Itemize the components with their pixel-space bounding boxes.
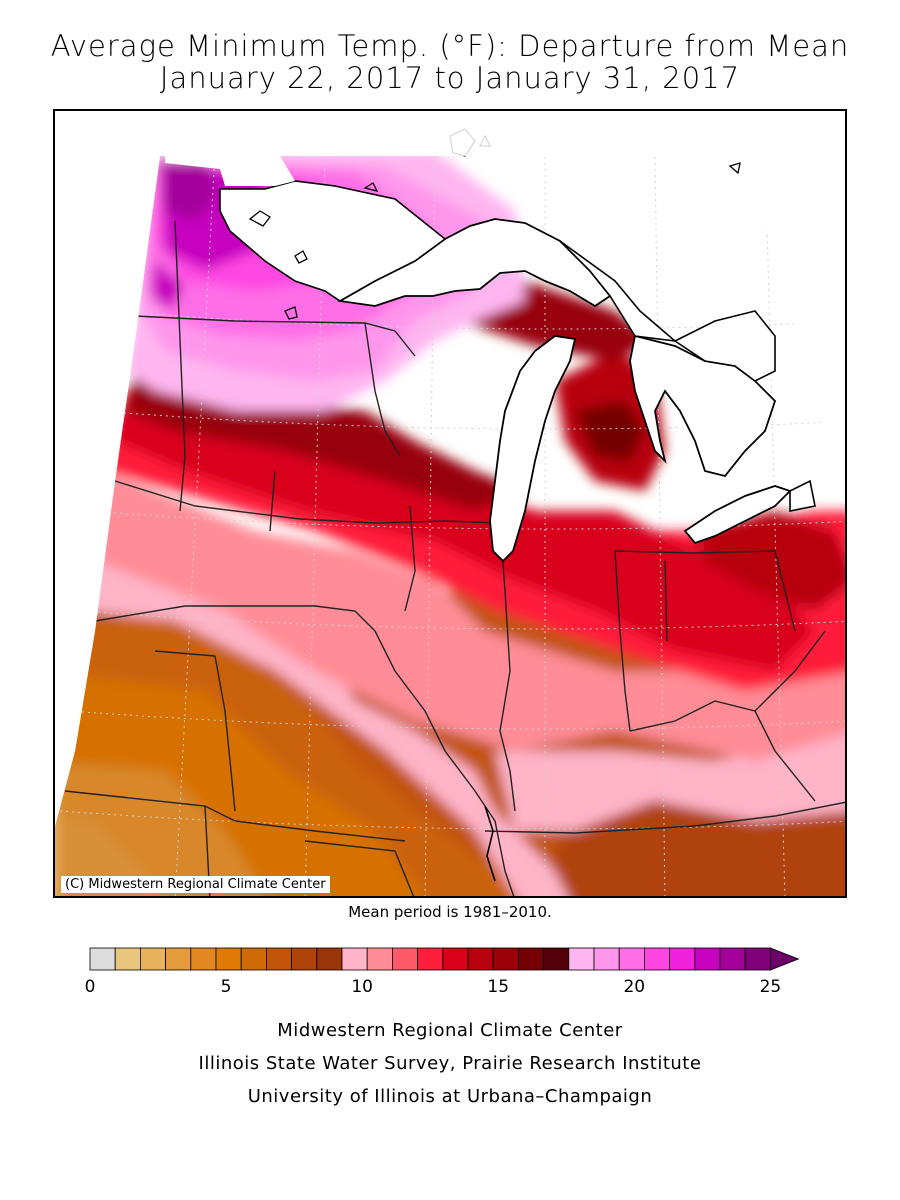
great-lakes (337, 218, 792, 563)
legend-tick-label: 20 (623, 977, 645, 997)
legend-swatch (744, 947, 771, 971)
legend-swatch (543, 947, 570, 971)
legend-swatch (341, 947, 368, 971)
legend-swatch (165, 947, 192, 971)
map-panel: (C) Midwestern Regional Climate Center (53, 109, 847, 898)
legend-swatch (467, 947, 494, 971)
credit-university: University of Illinois at Urbana–Champai… (247, 1086, 653, 1107)
canada-white-nw (165, 156, 295, 186)
legend-swatch (215, 947, 242, 971)
legend-swatch (265, 947, 292, 971)
legend-swatch (366, 947, 393, 971)
legend-swatch (694, 947, 721, 971)
out-of-domain-north (160, 111, 745, 156)
temperature-departure-map (55, 111, 845, 896)
lake-erie (683, 485, 792, 545)
legend-swatch (719, 947, 746, 971)
legend-swatch (644, 947, 671, 971)
lake-michigan (489, 335, 577, 563)
legend-swatch (593, 947, 620, 971)
legend-swatch (190, 947, 217, 971)
state-boundaries (64, 220, 845, 896)
legend-swatch (417, 947, 444, 971)
legend-swatch (669, 947, 696, 971)
color-legend: 0 5 10 15 20 25 (85, 947, 800, 997)
legend-swatch (618, 947, 645, 971)
legend-tick-label: 0 (85, 977, 95, 997)
map-date-range: January 22, 2017 to January 31, 2017 (159, 61, 741, 95)
river-line (484, 805, 496, 882)
shaded-field (55, 156, 845, 896)
legend-swatch (492, 947, 519, 971)
legend-swatch (442, 947, 469, 971)
map-title: Average Minimum Temp. (°F): Departure fr… (50, 29, 850, 63)
legend-swatch (140, 947, 167, 971)
legend-tick-label: 25 (760, 977, 782, 997)
legend-swatch (316, 947, 343, 971)
legend-swatch (391, 947, 418, 971)
legend-tick-label: 5 (221, 977, 232, 997)
out-of-domain-west (55, 111, 160, 826)
legend-overflow-arrow (770, 947, 800, 971)
legend-tick-label: 15 (487, 977, 509, 997)
out-of-domain-east (745, 111, 845, 493)
legend-swatch (89, 947, 116, 971)
legend-swatch (114, 947, 141, 971)
lake-superior (337, 218, 612, 308)
legend-swatch (240, 947, 267, 971)
credit-survey: Illinois State Water Survey, Prairie Res… (198, 1053, 702, 1074)
credit-organization: Midwestern Regional Climate Center (277, 1020, 623, 1041)
legend-swatch (568, 947, 595, 971)
legend-swatch (517, 947, 544, 971)
mean-period-note: Mean period is 1981–2010. (348, 903, 552, 921)
legend-swatch (291, 947, 318, 971)
legend-tick-label: 10 (351, 977, 373, 997)
copyright-label: (C) Midwestern Regional Climate Center (61, 876, 330, 893)
canada-land (219, 180, 816, 512)
